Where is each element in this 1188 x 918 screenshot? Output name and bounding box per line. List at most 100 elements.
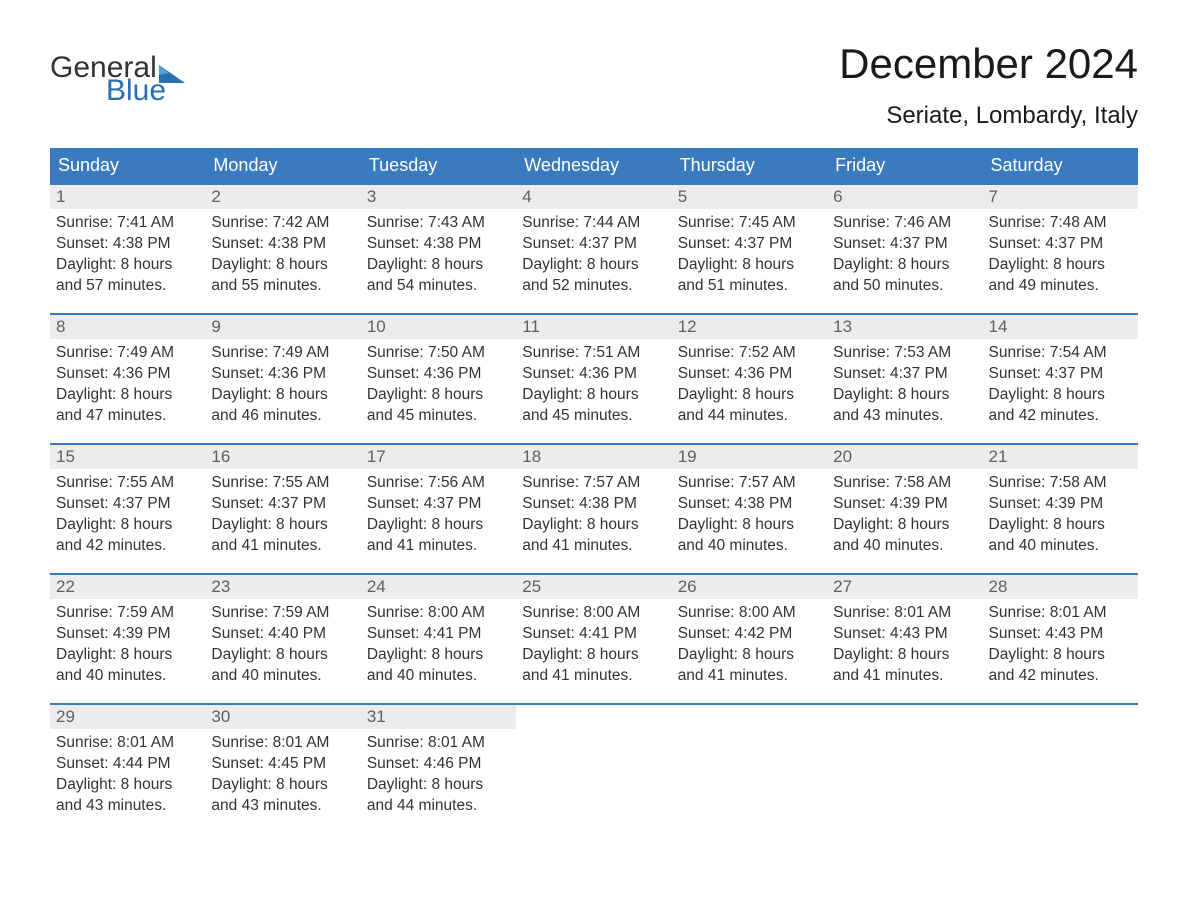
- day-daylight2: and 40 minutes.: [56, 666, 199, 687]
- day-number: 15: [50, 445, 205, 469]
- dow-cell: Monday: [205, 148, 360, 183]
- day-number: 24: [361, 575, 516, 599]
- day-sunset: Sunset: 4:41 PM: [367, 624, 510, 645]
- day-sunrise: Sunrise: 7:43 AM: [367, 213, 510, 234]
- day-daylight2: and 40 minutes.: [367, 666, 510, 687]
- header: General Blue December 2024 Seriate, Lomb…: [50, 40, 1138, 130]
- day-cell: 1Sunrise: 7:41 AMSunset: 4:38 PMDaylight…: [50, 185, 205, 313]
- day-sunset: Sunset: 4:43 PM: [833, 624, 976, 645]
- location-label: Seriate, Lombardy, Italy: [839, 102, 1138, 130]
- day-body: Sunrise: 8:01 AMSunset: 4:45 PMDaylight:…: [205, 729, 360, 823]
- day-daylight2: and 40 minutes.: [833, 536, 976, 557]
- day-number: 29: [50, 705, 205, 729]
- day-daylight2: and 47 minutes.: [56, 406, 199, 427]
- day-sunrise: Sunrise: 7:57 AM: [522, 473, 665, 494]
- day-cell: 12Sunrise: 7:52 AMSunset: 4:36 PMDayligh…: [672, 315, 827, 443]
- day-sunrise: Sunrise: 7:45 AM: [678, 213, 821, 234]
- day-daylight2: and 51 minutes.: [678, 276, 821, 297]
- day-daylight2: and 43 minutes.: [833, 406, 976, 427]
- day-number: 4: [516, 185, 671, 209]
- day-cell: 8Sunrise: 7:49 AMSunset: 4:36 PMDaylight…: [50, 315, 205, 443]
- day-daylight1: Daylight: 8 hours: [678, 385, 821, 406]
- day-number: 16: [205, 445, 360, 469]
- day-body: Sunrise: 7:59 AMSunset: 4:39 PMDaylight:…: [50, 599, 205, 693]
- week-row: 15Sunrise: 7:55 AMSunset: 4:37 PMDayligh…: [50, 443, 1138, 573]
- day-body: Sunrise: 7:42 AMSunset: 4:38 PMDaylight:…: [205, 209, 360, 303]
- day-body: Sunrise: 7:50 AMSunset: 4:36 PMDaylight:…: [361, 339, 516, 433]
- day-daylight2: and 41 minutes.: [211, 536, 354, 557]
- week-row: 29Sunrise: 8:01 AMSunset: 4:44 PMDayligh…: [50, 703, 1138, 833]
- day-sunset: Sunset: 4:38 PM: [211, 234, 354, 255]
- page-title: December 2024: [839, 40, 1138, 88]
- day-sunset: Sunset: 4:38 PM: [678, 494, 821, 515]
- day-number: 27: [827, 575, 982, 599]
- day-sunset: Sunset: 4:37 PM: [522, 234, 665, 255]
- day-body: Sunrise: 7:44 AMSunset: 4:37 PMDaylight:…: [516, 209, 671, 303]
- day-sunset: Sunset: 4:43 PM: [989, 624, 1132, 645]
- day-cell: [827, 705, 982, 833]
- day-number: 11: [516, 315, 671, 339]
- day-body: Sunrise: 8:01 AMSunset: 4:43 PMDaylight:…: [827, 599, 982, 693]
- day-sunrise: Sunrise: 7:59 AM: [211, 603, 354, 624]
- day-sunset: Sunset: 4:36 PM: [522, 364, 665, 385]
- day-daylight2: and 45 minutes.: [367, 406, 510, 427]
- day-cell: 13Sunrise: 7:53 AMSunset: 4:37 PMDayligh…: [827, 315, 982, 443]
- day-daylight2: and 41 minutes.: [833, 666, 976, 687]
- day-sunset: Sunset: 4:37 PM: [833, 234, 976, 255]
- day-number: 23: [205, 575, 360, 599]
- day-daylight2: and 45 minutes.: [522, 406, 665, 427]
- day-sunrise: Sunrise: 7:58 AM: [833, 473, 976, 494]
- day-daylight2: and 54 minutes.: [367, 276, 510, 297]
- day-cell: 2Sunrise: 7:42 AMSunset: 4:38 PMDaylight…: [205, 185, 360, 313]
- day-body: Sunrise: 7:52 AMSunset: 4:36 PMDaylight:…: [672, 339, 827, 433]
- day-daylight1: Daylight: 8 hours: [211, 255, 354, 276]
- day-daylight1: Daylight: 8 hours: [522, 255, 665, 276]
- day-number: 18: [516, 445, 671, 469]
- day-sunrise: Sunrise: 7:51 AM: [522, 343, 665, 364]
- day-daylight1: Daylight: 8 hours: [367, 645, 510, 666]
- day-sunrise: Sunrise: 7:41 AM: [56, 213, 199, 234]
- day-sunrise: Sunrise: 7:57 AM: [678, 473, 821, 494]
- day-sunset: Sunset: 4:38 PM: [56, 234, 199, 255]
- day-sunset: Sunset: 4:40 PM: [211, 624, 354, 645]
- day-body: Sunrise: 8:00 AMSunset: 4:42 PMDaylight:…: [672, 599, 827, 693]
- day-number: 31: [361, 705, 516, 729]
- day-daylight1: Daylight: 8 hours: [211, 385, 354, 406]
- day-body: Sunrise: 7:55 AMSunset: 4:37 PMDaylight:…: [205, 469, 360, 563]
- day-daylight1: Daylight: 8 hours: [678, 255, 821, 276]
- day-number: 2: [205, 185, 360, 209]
- dow-header-row: SundayMondayTuesdayWednesdayThursdayFrid…: [50, 148, 1138, 183]
- logo: General Blue: [50, 40, 185, 105]
- dow-cell: Saturday: [983, 148, 1138, 183]
- day-cell: 15Sunrise: 7:55 AMSunset: 4:37 PMDayligh…: [50, 445, 205, 573]
- day-daylight1: Daylight: 8 hours: [833, 645, 976, 666]
- dow-cell: Friday: [827, 148, 982, 183]
- day-daylight1: Daylight: 8 hours: [989, 645, 1132, 666]
- day-daylight2: and 57 minutes.: [56, 276, 199, 297]
- day-daylight1: Daylight: 8 hours: [211, 515, 354, 536]
- day-daylight2: and 55 minutes.: [211, 276, 354, 297]
- day-cell: 5Sunrise: 7:45 AMSunset: 4:37 PMDaylight…: [672, 185, 827, 313]
- day-sunset: Sunset: 4:39 PM: [989, 494, 1132, 515]
- week-row: 22Sunrise: 7:59 AMSunset: 4:39 PMDayligh…: [50, 573, 1138, 703]
- day-daylight1: Daylight: 8 hours: [56, 255, 199, 276]
- day-cell: 25Sunrise: 8:00 AMSunset: 4:41 PMDayligh…: [516, 575, 671, 703]
- day-body: Sunrise: 8:01 AMSunset: 4:44 PMDaylight:…: [50, 729, 205, 823]
- day-cell: 28Sunrise: 8:01 AMSunset: 4:43 PMDayligh…: [983, 575, 1138, 703]
- day-sunrise: Sunrise: 7:42 AM: [211, 213, 354, 234]
- day-number: 6: [827, 185, 982, 209]
- day-sunset: Sunset: 4:41 PM: [522, 624, 665, 645]
- day-cell: 30Sunrise: 8:01 AMSunset: 4:45 PMDayligh…: [205, 705, 360, 833]
- day-daylight2: and 41 minutes.: [678, 666, 821, 687]
- day-number: 20: [827, 445, 982, 469]
- day-number: 17: [361, 445, 516, 469]
- day-cell: 4Sunrise: 7:44 AMSunset: 4:37 PMDaylight…: [516, 185, 671, 313]
- day-cell: 18Sunrise: 7:57 AMSunset: 4:38 PMDayligh…: [516, 445, 671, 573]
- day-body: Sunrise: 8:01 AMSunset: 4:46 PMDaylight:…: [361, 729, 516, 823]
- day-cell: 29Sunrise: 8:01 AMSunset: 4:44 PMDayligh…: [50, 705, 205, 833]
- day-number: 21: [983, 445, 1138, 469]
- day-daylight2: and 44 minutes.: [678, 406, 821, 427]
- day-number: 13: [827, 315, 982, 339]
- day-sunrise: Sunrise: 7:56 AM: [367, 473, 510, 494]
- day-sunrise: Sunrise: 8:01 AM: [367, 733, 510, 754]
